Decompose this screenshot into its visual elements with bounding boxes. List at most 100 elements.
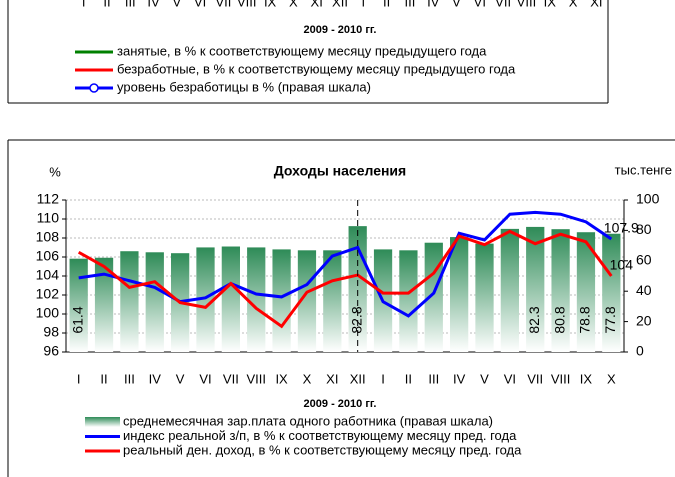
y2-tick-label: 80: [636, 221, 652, 237]
x-tick-label: XI: [311, 0, 323, 9]
x-tick-label: V: [452, 0, 461, 9]
bar: [450, 237, 469, 352]
bar: [551, 229, 570, 352]
chart-title: Доходы населения: [274, 163, 406, 179]
legend-marker: [89, 83, 99, 93]
x-tick-label: VI: [504, 371, 516, 386]
bar-value-label: 61.4: [69, 306, 85, 333]
bar: [272, 249, 291, 352]
line: [78, 210, 613, 318]
bar-value-label: 78.8: [577, 306, 593, 333]
bar-value-label: 82.8: [348, 306, 364, 333]
x-tick-label: III: [124, 371, 135, 386]
y2-tick-label: 0: [636, 343, 644, 359]
x-tick-label: IX: [544, 0, 557, 9]
x-tick-label: IV: [427, 0, 440, 9]
bar: [94, 257, 114, 352]
bar: [196, 247, 215, 352]
x-tick-label: VII: [216, 0, 232, 9]
x-tick-label: IX: [580, 371, 593, 386]
y-tick-label: 110: [37, 210, 60, 226]
x-tick-label: IV: [149, 371, 162, 386]
bar: [297, 250, 317, 352]
y-tick-label: 98: [43, 324, 59, 340]
x-tick-label: VIII: [517, 0, 537, 9]
y-tick-label: 112: [37, 191, 60, 207]
x-tick-label: X: [607, 371, 616, 386]
x-tick-label: IX: [264, 0, 277, 9]
x-tick-label: VII: [527, 371, 543, 386]
y-tick-label: 108: [36, 229, 60, 245]
y-tick-label: 106: [36, 248, 60, 264]
y2-tick-label: 60: [636, 252, 652, 268]
bar: [424, 242, 443, 352]
x-tick-label: XII: [332, 0, 348, 9]
x-tick-label: XI: [326, 371, 338, 386]
x-tick-label: IX: [275, 371, 288, 386]
legend-label: индекс реальной з/п, в % к соответствующ…: [123, 428, 517, 443]
bar: [602, 233, 621, 352]
x-tick-label: IV: [147, 0, 160, 9]
x-tick-label: III: [125, 0, 136, 9]
x-tick-label: VI: [194, 0, 206, 9]
legend-swatch: [85, 417, 120, 427]
x-tick-label: XI: [590, 0, 602, 9]
bar: [399, 250, 418, 352]
x-tick-label: VII: [223, 371, 239, 386]
x-tick-label: I: [361, 0, 365, 9]
y-tick-label: 102: [36, 286, 60, 302]
x-tick-label: VIII: [246, 371, 266, 386]
bar: [323, 250, 342, 352]
x-tick-label: I: [82, 0, 86, 9]
y2-tick-label: 20: [636, 312, 652, 328]
y-tick-label: 104: [36, 267, 60, 283]
bar: [69, 258, 88, 352]
x-tick-label: III: [404, 0, 415, 9]
bar: [475, 243, 494, 352]
x-tick-label: IV: [453, 371, 466, 386]
x-tick-label: VIII: [237, 0, 257, 9]
legend-label: безработные, в % к соответствующему меся…: [117, 61, 516, 76]
x-tick-label: I: [77, 371, 81, 386]
legend-label: среднемесячная зар.плата одного работник…: [123, 413, 493, 428]
x-tick-label: V: [480, 371, 489, 386]
y2-tick-label: 100: [636, 191, 660, 207]
x-tick-label: II: [383, 0, 390, 9]
bar-value-label: 77.8: [602, 306, 618, 333]
x-axis-label: 2009 - 2010 гг.: [304, 24, 377, 36]
x-tick-label: VII: [495, 0, 511, 9]
x-tick-label: V: [176, 371, 185, 386]
line-value-label: 104: [610, 257, 634, 273]
x-tick-label: I: [381, 371, 385, 386]
x-tick-label: X: [289, 0, 298, 9]
bar: [576, 232, 596, 352]
bar: [247, 247, 266, 352]
x-tick-label: II: [100, 371, 107, 386]
bar: [221, 246, 240, 352]
y-tick-label: 100: [36, 305, 60, 321]
line: [77, 229, 613, 329]
bar: [145, 252, 164, 352]
bar: [120, 251, 139, 352]
bar: [500, 228, 519, 352]
x-tick-label: VIII: [551, 371, 571, 386]
y2-axis-label: тыс.тенге: [615, 162, 672, 177]
y-axis-label: %: [49, 164, 61, 179]
legend-label: занятые, в % к соответствующему месяцу п…: [117, 43, 487, 58]
bar: [526, 226, 545, 352]
legend-label: уровень безработицы в % (правая шкала): [117, 79, 371, 94]
legend-label: реальный ден. доход, в % к соответствующ…: [123, 442, 522, 457]
y-tick-label: 96: [43, 343, 59, 359]
bar-value-label: 80.8: [551, 306, 567, 333]
x-tick-label: III: [428, 371, 439, 386]
x-tick-label: X: [569, 0, 578, 9]
x-tick-label: VI: [199, 371, 211, 386]
x-tick-label: XII: [350, 371, 366, 386]
bar-value-label: 82.3: [526, 306, 542, 333]
x-axis-label: 2009 - 2010 гг.: [304, 398, 377, 410]
x-tick-label: X: [303, 371, 312, 386]
x-tick-label: II: [405, 371, 412, 386]
x-tick-label: V: [173, 0, 182, 9]
